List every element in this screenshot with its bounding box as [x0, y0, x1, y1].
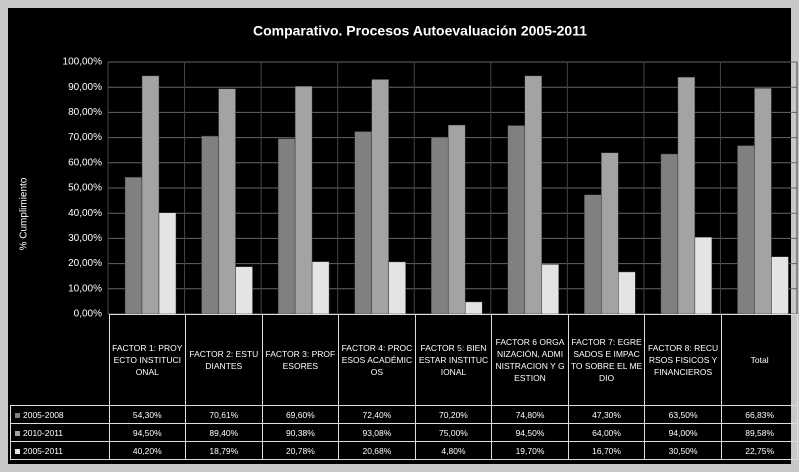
data-table: FACTOR 1: PROYECTO INSTITUCIONAL FACTOR 2… — [10, 314, 799, 460]
data-row: 2010-2011 94,50% 89,40% 90,38% 93,08% 75,00% 9… — [10, 423, 799, 442]
bar — [447, 124, 466, 315]
bar — [124, 176, 143, 315]
value-label: 70,20% — [414, 405, 493, 424]
value-label: 63,50% — [644, 405, 722, 424]
value-label: 93,08% — [338, 423, 416, 442]
value-label: 18,79% — [185, 441, 263, 460]
value-label: 72,40% — [338, 405, 416, 424]
bar — [541, 264, 560, 315]
category-label: FACTOR 2: ESTUDIANTES — [185, 314, 263, 406]
bar — [771, 256, 789, 315]
legend-key — [15, 412, 20, 418]
bar — [277, 138, 296, 315]
bar — [430, 136, 449, 315]
header-row: FACTOR 1: PROYECTO INSTITUCIONAL FACTOR 2… — [10, 314, 799, 406]
y-tick-label: 20,00% — [68, 258, 102, 269]
y-tick-label: 100,00% — [63, 57, 103, 68]
y-tick-label: 0,00% — [74, 309, 102, 320]
category-label: FACTOR 1: PROYECTO INSTITUCIONAL — [108, 314, 187, 406]
bar — [737, 145, 755, 315]
value-label: 19,70% — [491, 441, 569, 460]
category-label: FACTOR 7: EGRESADOS E IMPACTO SOBRE EL M… — [567, 314, 646, 406]
bar — [660, 153, 679, 315]
legend-label: 2005-2011 — [23, 445, 64, 456]
y-tick-label: 30,00% — [68, 233, 102, 244]
bar — [677, 76, 696, 315]
value-label: 4,80% — [414, 441, 493, 460]
value-label: 94,50% — [108, 423, 187, 442]
bar — [507, 125, 526, 315]
value-label: 22,75% — [720, 441, 799, 460]
value-label: 90,38% — [261, 423, 340, 442]
value-label: 94,00% — [644, 423, 722, 442]
value-label: 66,83% — [720, 405, 799, 424]
value-label: 89,58% — [720, 423, 799, 442]
y-tick-label: 60,00% — [68, 157, 102, 168]
legend-cell: 2010-2011 — [10, 423, 110, 442]
y-tick-label: 40,00% — [68, 208, 102, 219]
bar — [201, 135, 219, 315]
bar — [294, 85, 313, 315]
value-label: 20,78% — [261, 441, 340, 460]
legend-label: 2010-2011 — [23, 427, 64, 438]
data-row: 2005-2008 54,30% 70,61% 69,60% 72,40% 70,20% 7… — [10, 405, 799, 424]
legend-cell: 2005-2008 — [10, 405, 110, 424]
category-label: Total — [720, 314, 799, 406]
bar — [158, 212, 177, 315]
y-tick-label: 10,00% — [68, 283, 102, 294]
value-label: 70,61% — [185, 405, 263, 424]
value-label: 69,60% — [261, 405, 340, 424]
value-label: 40,20% — [108, 441, 187, 460]
category-label: FACTOR 8: RECURSOS FISICOS Y FINANCIEROS — [644, 314, 722, 406]
value-label: 20,68% — [338, 441, 416, 460]
legend-label: 2005-2008 — [23, 409, 64, 420]
value-label: 89,40% — [185, 423, 263, 442]
value-label: 54,30% — [108, 405, 187, 424]
bar — [218, 88, 236, 315]
y-tick-label: 50,00% — [68, 183, 102, 194]
chart-title: Comparativo. Procesos Autoevaluación 200… — [253, 23, 587, 39]
category-label: FACTOR 6 ORGANIZACIÓN, ADMINISTRACION Y … — [491, 314, 569, 406]
value-label: 75,00% — [414, 423, 493, 442]
y-tick-label: 90,00% — [68, 82, 102, 93]
value-label: 16,70% — [567, 441, 646, 460]
legend-key — [15, 430, 20, 436]
bar — [371, 79, 389, 315]
value-label: 94,50% — [491, 423, 569, 442]
value-label: 64,00% — [567, 423, 646, 442]
bar — [311, 261, 330, 315]
bar — [464, 301, 483, 315]
legend-key — [15, 448, 20, 454]
data-row: 2005-2011 40,20% 18,79% 20,78% 20,68% 4,80% 19… — [10, 441, 799, 460]
bar — [388, 261, 406, 315]
y-tick-label: 80,00% — [68, 107, 102, 118]
category-label: FACTOR 3: PROFESORES — [261, 314, 340, 406]
value-label: 30,50% — [644, 441, 722, 460]
value-label: 47,30% — [567, 405, 646, 424]
bar — [694, 236, 713, 315]
bar — [141, 75, 160, 315]
corner-cell — [10, 314, 110, 406]
bar — [235, 266, 253, 315]
category-label: FACTOR 5: BIENESTAR INSTITUCIONAL — [414, 314, 493, 406]
y-axis-label: % Cumplimiento — [19, 177, 30, 250]
bar — [601, 152, 619, 315]
bar — [354, 131, 372, 315]
value-label: 74,80% — [491, 405, 569, 424]
bar — [524, 75, 543, 315]
bar — [584, 194, 602, 315]
legend-cell: 2005-2011 — [10, 441, 110, 460]
category-label: FACTOR 4: PROCESOS ACADÉMICOS — [338, 314, 416, 406]
bar — [754, 88, 772, 315]
y-tick-label: 70,00% — [68, 132, 102, 143]
bar — [618, 271, 636, 315]
